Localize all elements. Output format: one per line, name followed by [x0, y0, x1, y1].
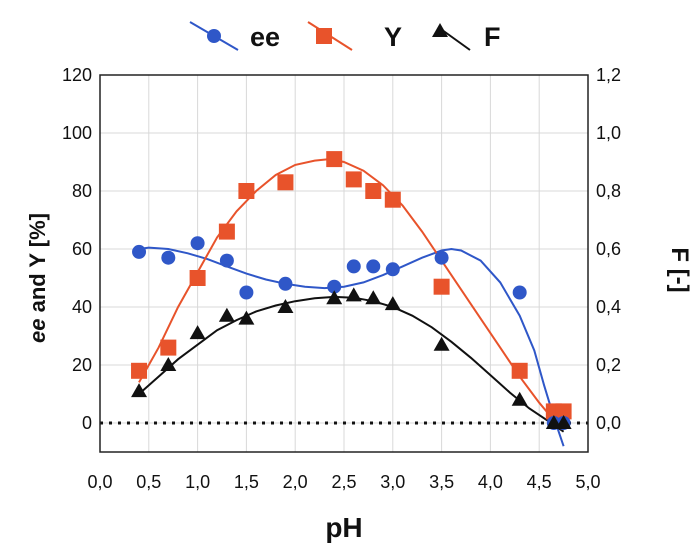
point-F	[326, 290, 343, 305]
point-Y	[384, 191, 401, 208]
plot-frame	[99, 74, 589, 453]
y-right-tick-label: 0,0	[596, 413, 621, 433]
legend-item-ee: ee	[189, 21, 280, 52]
y-left-tick-label: 20	[72, 355, 92, 375]
point-ee	[385, 262, 400, 277]
point-ee	[327, 279, 342, 294]
point-Y	[131, 362, 148, 379]
point-Y	[277, 174, 294, 191]
y-left-tick-label: 120	[62, 65, 92, 85]
point-Y	[189, 270, 206, 286]
point-ee	[346, 259, 361, 274]
x-tick-label: 1,0	[185, 472, 210, 492]
point-F	[365, 290, 382, 305]
x-axis-title: pH	[325, 512, 362, 543]
legend-label-Y: Y	[384, 22, 402, 52]
x-tick-label: 0,5	[136, 472, 161, 492]
x-tick-label: 3,0	[380, 472, 405, 492]
y-left-tick-label: 40	[72, 297, 92, 317]
point-F	[511, 391, 528, 406]
point-ee	[190, 236, 205, 251]
y-left-axis-title-rest: and Y [%]	[25, 213, 50, 319]
point-F	[277, 299, 294, 313]
point-Y	[365, 183, 382, 199]
x-tick-label: 1,5	[234, 472, 259, 492]
point-F	[345, 287, 362, 302]
point-Y	[218, 223, 235, 240]
y-left-axis-title: ee and Y [%]	[25, 213, 50, 343]
x-tick-labels: 0,0 0,5 1,0 1,5 2,0 2,5 3,0 3,5 4,0 4,5 5,0	[87, 472, 600, 492]
point-ee	[278, 276, 293, 291]
legend: ee Y F	[189, 21, 501, 52]
point-ee	[219, 253, 234, 268]
point-F	[238, 310, 255, 325]
fit-curves	[138, 158, 565, 447]
legend-marker-ee	[207, 29, 221, 43]
y-left-tick-label: 80	[72, 181, 92, 201]
y-right-axis-title: F [-]	[666, 247, 690, 292]
legend-marker-Y	[316, 28, 332, 44]
fit-curve-ee	[138, 246, 565, 447]
point-F	[555, 415, 572, 429]
point-ee	[512, 285, 527, 300]
x-tick-label: 5,0	[575, 472, 600, 492]
fit-curve-F	[138, 295, 565, 433]
legend-label-F: F	[484, 22, 501, 52]
x-tick-label: 4,0	[478, 472, 503, 492]
point-F	[160, 357, 177, 371]
y-right-tick-label: 0,2	[596, 355, 621, 375]
y-right-tick-label: 1,0	[596, 123, 621, 143]
fit-curve-Y	[138, 158, 565, 430]
legend-marker-F	[432, 23, 448, 37]
y-right-tick-labels: 0,0 0,2 0,4 0,6 0,8 1,0 1,2	[596, 65, 621, 433]
point-ee	[434, 250, 449, 265]
point-F	[433, 336, 450, 351]
point-F	[218, 307, 235, 322]
plot-border	[99, 74, 589, 453]
x-tick-label: 2,5	[331, 472, 356, 492]
data-markers	[131, 151, 572, 430]
y-right-tick-label: 1,2	[596, 65, 621, 85]
legend-item-F: F	[432, 22, 501, 52]
point-Y	[345, 171, 362, 188]
point-F	[189, 325, 206, 340]
legend-item-Y: Y	[307, 21, 402, 52]
point-ee	[161, 250, 176, 265]
x-tick-label: 0,0	[87, 472, 112, 492]
point-F	[131, 383, 148, 398]
point-ee	[366, 259, 381, 274]
point-Y	[555, 403, 572, 420]
point-Y	[326, 151, 343, 168]
x-tick-label: 4,5	[527, 472, 552, 492]
point-Y	[160, 339, 177, 356]
legend-label-ee: ee	[250, 22, 280, 52]
y-left-tick-label: 0	[82, 413, 92, 433]
x-tick-label: 2,0	[283, 472, 308, 492]
point-Y	[433, 278, 450, 295]
y-right-tick-label: 0,4	[596, 297, 621, 317]
y-right-tick-label: 0,6	[596, 239, 621, 259]
y-left-axis-title-italic: ee	[25, 319, 50, 343]
y-right-tick-label: 0,8	[596, 181, 621, 201]
y-left-tick-labels: 0 20 40 60 80 100 120	[62, 65, 92, 433]
point-F	[384, 296, 401, 311]
point-Y	[511, 362, 528, 379]
x-tick-label: 3,5	[429, 472, 454, 492]
point-Y	[238, 183, 255, 199]
y-left-tick-label: 60	[72, 239, 92, 259]
y-left-tick-label: 100	[62, 123, 92, 143]
point-ee	[239, 285, 254, 300]
point-ee	[132, 244, 147, 259]
